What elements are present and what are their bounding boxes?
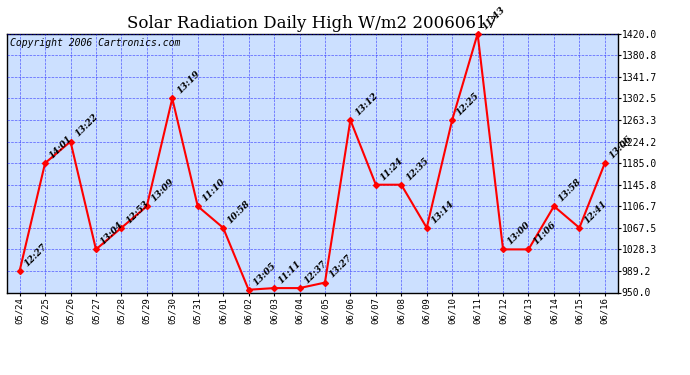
Text: 10:58: 10:58 <box>226 199 253 225</box>
Text: 13:06: 13:06 <box>608 134 634 160</box>
Text: 11:11: 11:11 <box>277 259 304 285</box>
Text: 12:25: 12:25 <box>455 91 482 117</box>
Text: 13:04: 13:04 <box>99 220 125 247</box>
Text: 12:37: 12:37 <box>302 259 328 285</box>
Text: 13:09: 13:09 <box>150 177 176 204</box>
Text: 12:35: 12:35 <box>404 156 431 182</box>
Text: 13:00: 13:00 <box>506 220 532 247</box>
Text: 11:24: 11:24 <box>379 156 405 182</box>
Text: 11:43: 11:43 <box>480 4 507 31</box>
Text: 13:05: 13:05 <box>251 261 278 287</box>
Text: 12:27: 12:27 <box>22 242 49 268</box>
Text: 12:53: 12:53 <box>124 199 150 225</box>
Text: 13:22: 13:22 <box>73 112 100 139</box>
Text: 13:58: 13:58 <box>557 177 583 204</box>
Text: 13:12: 13:12 <box>353 91 380 117</box>
Text: 13:19: 13:19 <box>175 69 201 96</box>
Text: 12:41: 12:41 <box>582 199 609 225</box>
Text: 13:27: 13:27 <box>328 254 354 280</box>
Text: Copyright 2006 Cartronics.com: Copyright 2006 Cartronics.com <box>10 38 180 48</box>
Text: 14:01: 14:01 <box>48 134 75 160</box>
Text: 11:10: 11:10 <box>201 177 227 204</box>
Text: 13:14: 13:14 <box>429 199 456 225</box>
Title: Solar Radiation Daily High W/m2 20060617: Solar Radiation Daily High W/m2 20060617 <box>127 15 497 32</box>
Text: 11:06: 11:06 <box>531 220 558 247</box>
